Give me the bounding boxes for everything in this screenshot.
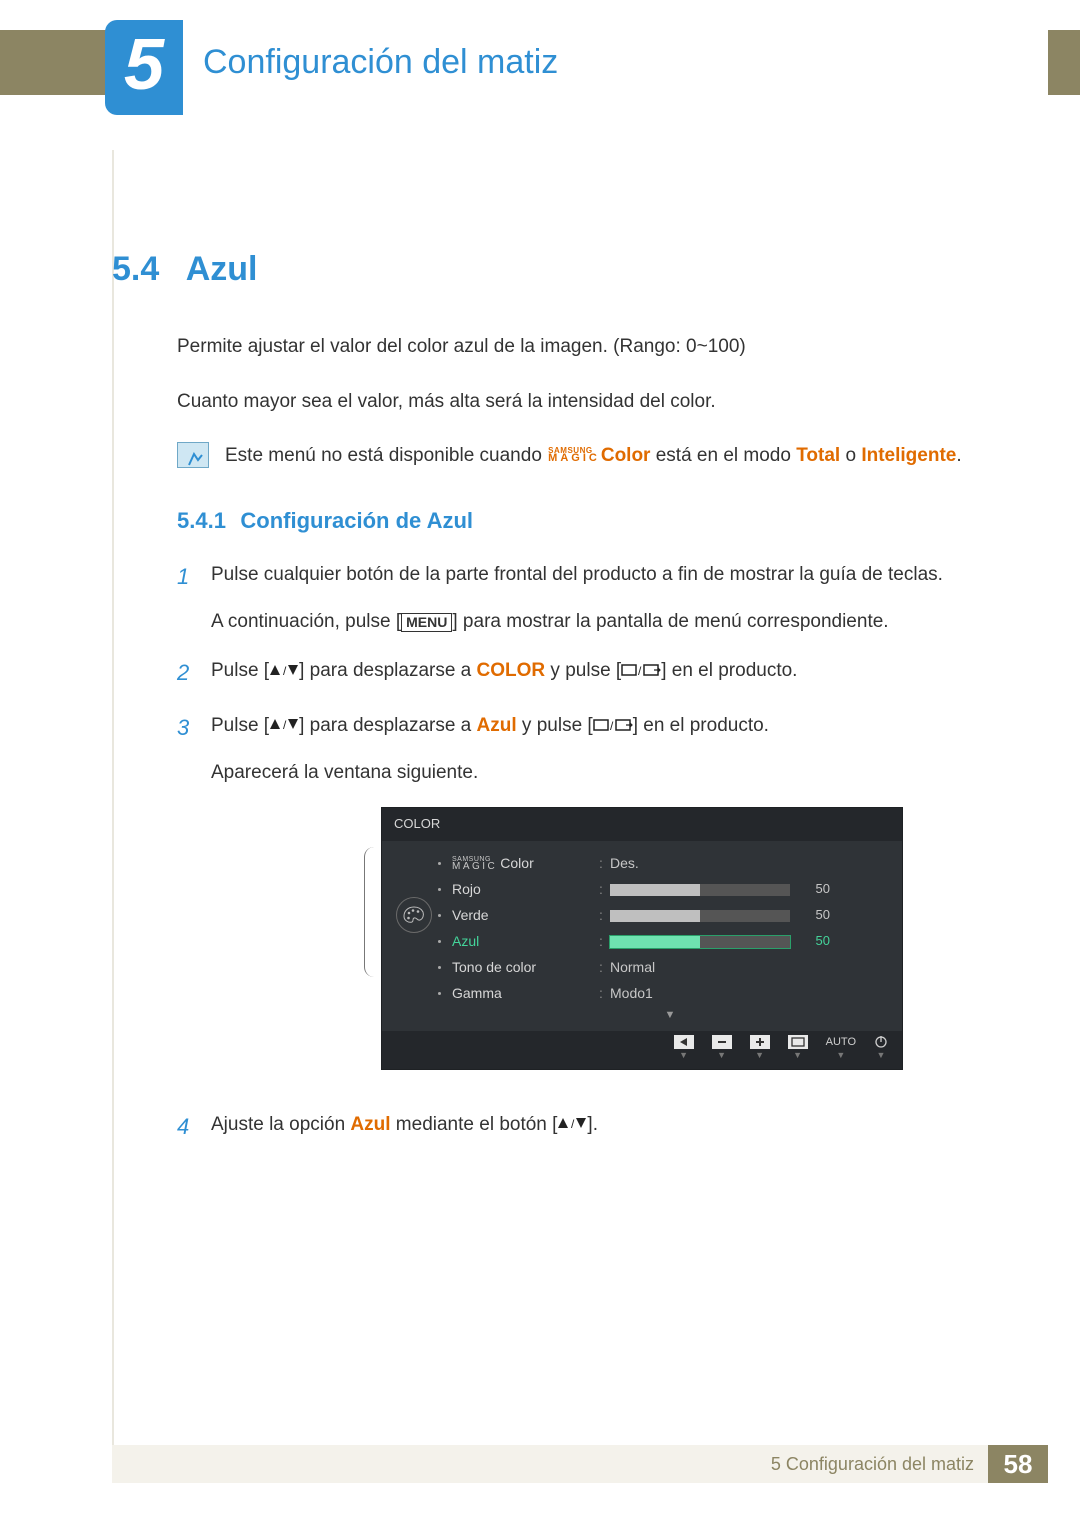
note-pre: Este menú no está disponible cuando (225, 445, 547, 466)
osd-azul-label: Azul (452, 931, 592, 953)
subsection-title: Configuración de Azul (240, 508, 473, 533)
section-intro: Permite ajustar el valor del color azul … (177, 333, 980, 416)
osd-tono-label: Tono de color (452, 957, 592, 979)
osd-azul-value: 50 (790, 931, 830, 951)
osd-footer: ▼ ▼ ▼ ▼ AUTO▼ ▼ (382, 1031, 902, 1069)
svg-text:/: / (283, 664, 287, 677)
step-3: 3 Pulse [ / ] para desplazarse a Azul y pu… (177, 711, 980, 1090)
note-mode2: Inteligente (861, 445, 956, 466)
note-row: Este menú no está disponible cuando SAMS… (177, 442, 980, 470)
osd-rojo-label: Rojo (452, 879, 592, 901)
step3-kw: Azul (477, 715, 517, 736)
osd-row-rojo: Rojo : 50 (452, 877, 888, 903)
note-dot: . (956, 445, 961, 466)
palette-icon (396, 897, 432, 933)
osd-row-gamma: Gamma : Modo1 (452, 981, 888, 1007)
step4-kw: Azul (350, 1114, 390, 1135)
osd-verde-bar (610, 910, 790, 922)
osd-scroll-down-icon: ▼ (452, 1007, 888, 1023)
osd-foot-minus-icon: ▼ (712, 1035, 732, 1059)
chapter-title: Configuración del matiz (203, 43, 558, 82)
footer-text: 5 Configuración del matiz (771, 1454, 974, 1475)
subsection-heading: 5.4.1 Configuración de Azul (177, 508, 980, 534)
osd-verde-label: Verde (452, 905, 592, 927)
up-down-triangle-icon: / (557, 1117, 587, 1130)
step2-kw: COLOR (477, 660, 546, 681)
osd-foot-auto: AUTO▼ (826, 1035, 856, 1059)
note-or: o (840, 445, 861, 466)
step-number: 2 (177, 656, 205, 690)
note-icon (177, 442, 209, 468)
osd-title: COLOR (382, 808, 902, 840)
step3-pre: Pulse [ (211, 715, 269, 736)
section-heading: 5.4 Azul (112, 250, 980, 289)
osd-foot-power-icon: ▼ (874, 1035, 888, 1059)
step-4: 4 Ajuste la opción Azul mediante el botó… (177, 1110, 980, 1144)
svg-text:/: / (638, 664, 642, 677)
page-footer: 5 Configuración del matiz 58 (0, 1445, 1080, 1483)
step-number: 3 (177, 711, 205, 1090)
note-mid: está en el modo (650, 445, 796, 466)
osd-magic-value: Des. (610, 853, 639, 875)
osd-rojo-bar (610, 884, 790, 896)
chapter-tab: 5 (105, 20, 183, 115)
osd-row-tono: Tono de color : Normal (452, 955, 888, 981)
step2-post: ] en el producto. (661, 660, 797, 681)
osd-verde-value: 50 (790, 905, 830, 925)
osd-row-verde: Verde : 50 (452, 903, 888, 929)
osd-panel: COLOR SAMSUNGMAGICColor : (381, 807, 903, 1069)
up-down-triangle-icon: / (269, 718, 299, 731)
svg-text:/: / (571, 1117, 575, 1130)
osd-row-azul: Azul : 50 (452, 929, 888, 955)
step3-mid1: ] para desplazarse a (299, 715, 476, 736)
intro-p1: Permite ajustar el valor del color azul … (177, 333, 980, 362)
note-mode1: Total (796, 445, 840, 466)
osd-tono-value: Normal (610, 957, 655, 979)
step3-mid2: y pulse [ (517, 715, 593, 736)
step2-mid2: y pulse [ (545, 660, 621, 681)
step2-mid1: ] para desplazarse a (299, 660, 476, 681)
osd-curve-line (364, 847, 379, 977)
enter-source-icon: / (621, 663, 661, 677)
step1-a: Pulse cualquier botón de la parte fronta… (211, 564, 943, 585)
osd-foot-enter-icon: ▼ (788, 1035, 808, 1059)
osd-gamma-label: Gamma (452, 983, 592, 1005)
step-number: 4 (177, 1110, 205, 1144)
step-number: 1 (177, 560, 205, 637)
note-text: Este menú no está disponible cuando SAMS… (225, 442, 962, 470)
step4-post: ]. (587, 1114, 598, 1135)
step3-tail: Aparecerá la ventana siguiente. (211, 762, 478, 783)
step1-b-post: ] para mostrar la pantalla de menú corre… (452, 611, 888, 632)
intro-p2: Cuanto mayor sea el valor, más alta será… (177, 388, 980, 417)
osd-azul-bar (610, 936, 790, 948)
page-number: 58 (988, 1445, 1048, 1483)
step-1: 1 Pulse cualquier botón de la parte fron… (177, 560, 980, 637)
osd-foot-left-icon: ▼ (674, 1035, 694, 1059)
section-number: 5.4 (112, 250, 159, 289)
step-2: 2 Pulse [ / ] para desplazarse a COLOR y p… (177, 656, 980, 690)
osd-row-magic: SAMSUNGMAGICColor : Des. (452, 851, 888, 877)
enter-source-icon: / (593, 718, 633, 732)
section-title: Azul (186, 250, 258, 289)
samsung-magic-logo: SAMSUNGMAGIC (548, 447, 600, 464)
step2-pre: Pulse [ (211, 660, 269, 681)
svg-text:/: / (610, 719, 614, 732)
samsung-magic-logo: SAMSUNGMAGIC (452, 857, 497, 871)
osd-foot-plus-icon: ▼ (750, 1035, 770, 1059)
subsection-number: 5.4.1 (177, 508, 226, 533)
svg-text:/: / (283, 718, 287, 731)
step4-pre: Ajuste la opción (211, 1114, 350, 1135)
osd-rojo-value: 50 (790, 879, 830, 899)
osd-gamma-value: Modo1 (610, 983, 653, 1005)
up-down-triangle-icon: / (269, 664, 299, 677)
chapter-title-wrap: Configuración del matiz (183, 30, 1048, 95)
chapter-number: 5 (124, 29, 164, 101)
note-color-kw: Color (601, 445, 651, 466)
step4-mid: mediante el botón [ (391, 1114, 558, 1135)
step1-b-pre: A continuación, pulse [ (211, 611, 401, 632)
menu-chip: MENU (401, 613, 452, 632)
osd-magic-label: Color (500, 855, 533, 871)
step3-post: ] en el producto. (633, 715, 769, 736)
